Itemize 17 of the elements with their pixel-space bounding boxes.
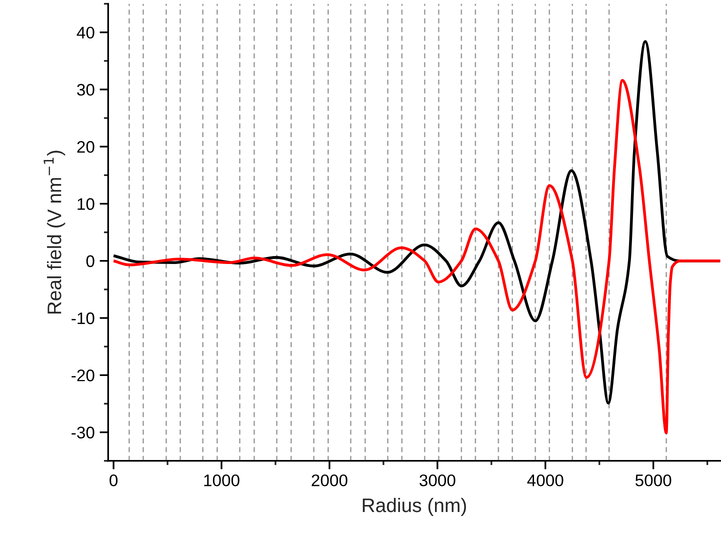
x-tick-label: 3000 <box>420 474 456 486</box>
x-tick-label: 5000 <box>635 474 672 486</box>
x-axis-title: Radius (nm) <box>362 498 466 516</box>
x-tick-label: 4000 <box>527 474 564 486</box>
y-tick-label: -30 <box>72 426 94 438</box>
y-tick-label: 0 <box>86 255 94 268</box>
x-tick-label: 2000 <box>312 474 348 486</box>
y-axis-title: Real field (V nm$^{−1}$) <box>44 150 66 314</box>
y-tick-label: 10 <box>78 198 94 210</box>
y-tick-label: 30 <box>77 84 94 96</box>
y-tick-label: 40 <box>76 26 94 39</box>
y-tick-label: -20 <box>72 370 94 382</box>
y-tick-label: -10 <box>72 312 94 324</box>
x-tick-label: 1000 <box>204 474 240 486</box>
x-tick-label: 0 <box>110 474 118 486</box>
line-series <box>112 78 720 434</box>
y-tick-label: 20 <box>77 141 94 153</box>
